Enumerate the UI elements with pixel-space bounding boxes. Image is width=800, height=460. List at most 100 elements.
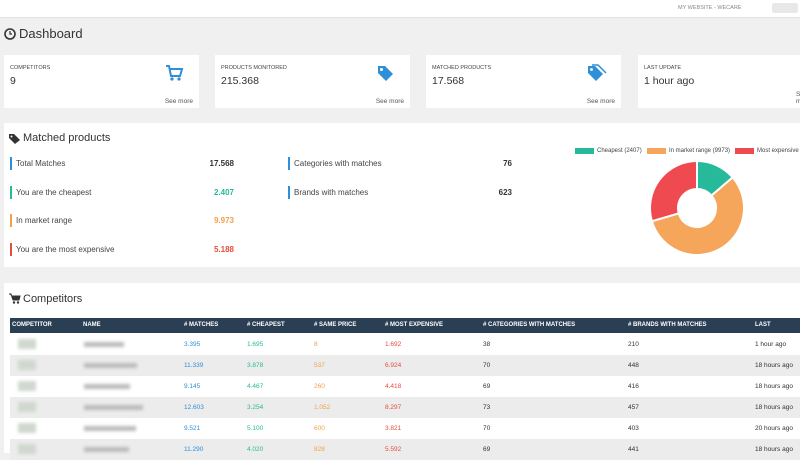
- stat-label: You are the most expensive: [10, 242, 114, 256]
- table-row: [10, 418, 800, 439]
- stat-card: LAST UPDATE 1 hour ago See more: [638, 55, 800, 108]
- table-cell: 6.924: [385, 362, 402, 369]
- clock-icon: [4, 28, 16, 40]
- column-header: # BRANDS WITH MATCHES: [628, 322, 707, 328]
- table-cell: 457: [628, 404, 639, 411]
- table-cell: 4.418: [385, 383, 402, 390]
- table-cell: 9.145: [184, 383, 201, 390]
- column-header: COMPETITOR: [12, 322, 52, 328]
- legend-label: In market range (9973): [669, 148, 731, 154]
- table-cell: 73: [483, 404, 491, 411]
- table-cell: 5.100: [247, 425, 264, 432]
- stat-card: PRODUCTS MONITORED 215.368 See more: [215, 55, 410, 108]
- card-label: LAST UPDATE: [644, 65, 682, 71]
- donut-chart: [649, 159, 745, 256]
- table-cell: 11.339: [184, 362, 204, 369]
- competitor-name: [84, 384, 130, 389]
- legend-swatch: [575, 148, 594, 154]
- competitor-logo: [18, 423, 36, 433]
- stat-value: 76: [503, 159, 512, 168]
- competitor-logo: [18, 339, 36, 349]
- card-value: 9: [10, 75, 16, 87]
- card-value: 17.568: [432, 75, 465, 87]
- column-header: # CATEGORIES WITH MATCHES: [483, 322, 576, 328]
- panel-title: Competitors: [23, 293, 83, 305]
- table-cell: 1 hour ago: [755, 341, 787, 348]
- table-cell: 70: [483, 362, 491, 369]
- table-cell: 70: [483, 425, 491, 432]
- table-cell: 9.521: [184, 425, 201, 432]
- card-label: PRODUCTS MONITORED: [221, 65, 287, 71]
- tags-icon: [9, 134, 20, 144]
- column-header: # MOST EXPENSIVE: [385, 322, 444, 328]
- card-icon: [166, 65, 184, 81]
- table-cell: 69: [483, 383, 491, 390]
- card-icon: [378, 66, 393, 81]
- donut-slice[interactable]: [649, 159, 698, 223]
- table-cell: 38: [483, 341, 491, 348]
- table-cell: 3.395: [184, 341, 201, 348]
- card-label: MATCHED PRODUCTS: [432, 65, 492, 71]
- panel-title: Matched products: [23, 132, 111, 144]
- card-value: 1 hour ago: [644, 75, 695, 87]
- stat-value: 5.188: [213, 244, 234, 254]
- see-more-link[interactable]: See more: [586, 98, 615, 105]
- table-cell: 18 hours ago: [755, 362, 793, 369]
- competitor-logo: [18, 381, 36, 391]
- legend-swatch: [735, 148, 754, 154]
- competitor-name: [84, 426, 136, 431]
- table-cell: 448: [628, 362, 639, 369]
- column-header: # CHEAPEST: [247, 322, 285, 328]
- stat-label: You are the cheapest: [10, 185, 91, 199]
- table-cell: 1.692: [385, 341, 402, 348]
- table-cell: 600: [314, 425, 325, 432]
- competitor-name: [84, 363, 137, 368]
- stat-label: In market range: [10, 214, 72, 227]
- competitor-logo: [18, 402, 36, 412]
- stat-label: Brands with matches: [288, 185, 368, 199]
- table-cell: 4.467: [247, 383, 264, 390]
- donut-slice[interactable]: [650, 175, 745, 256]
- table-row: [10, 334, 800, 355]
- table-cell: 8.297: [385, 404, 402, 411]
- table-cell: 8: [314, 341, 318, 348]
- legend-label: Cheapest (2407): [597, 148, 642, 154]
- table-cell: 18 hours ago: [755, 383, 793, 390]
- table-cell: 18 hours ago: [755, 404, 793, 411]
- page-title: Dashboard: [19, 26, 83, 41]
- user-button[interactable]: [772, 3, 798, 13]
- stat-card: MATCHED PRODUCTS 17.568 See more: [426, 55, 621, 108]
- card-label: COMPETITORS: [10, 65, 51, 71]
- column-header: # MATCHES: [184, 322, 219, 328]
- see-more-link[interactable]: See more: [796, 91, 800, 105]
- stat-value: 623: [498, 187, 512, 197]
- see-more-link[interactable]: See more: [375, 98, 404, 105]
- table-cell: 1.052: [314, 404, 331, 411]
- table-row: [10, 376, 800, 397]
- competitor-logo: [18, 444, 36, 454]
- table-cell: 3.821: [385, 425, 402, 432]
- table-cell: 260: [314, 383, 325, 390]
- table-header: [10, 318, 800, 333]
- table-cell: 403: [628, 425, 639, 432]
- table-cell: 3.254: [247, 404, 264, 411]
- column-header: # SAME PRICE: [314, 322, 357, 328]
- top-bar: MY WEBSITE - WECARE: [0, 0, 800, 18]
- table-cell: 1.695: [247, 341, 264, 348]
- table-cell: 537: [314, 362, 325, 369]
- competitor-logo: [18, 360, 36, 370]
- table-cell: 3.878: [247, 362, 264, 369]
- stat-value: 17.568: [209, 159, 234, 168]
- stat-value: 9.973: [213, 216, 234, 225]
- stat-value: 2.407: [213, 187, 234, 197]
- table-row: [10, 397, 800, 418]
- card-icon: [588, 64, 607, 81]
- column-header: LAST UPDATED: [755, 322, 784, 343]
- table-cell: 210: [628, 341, 639, 348]
- table-cell: 416: [628, 383, 639, 390]
- see-more-link[interactable]: See more: [164, 98, 193, 105]
- competitor-name: [84, 405, 143, 410]
- table-cell: 12.603: [184, 404, 204, 411]
- stat-card: COMPETITORS 9 See more: [4, 55, 199, 108]
